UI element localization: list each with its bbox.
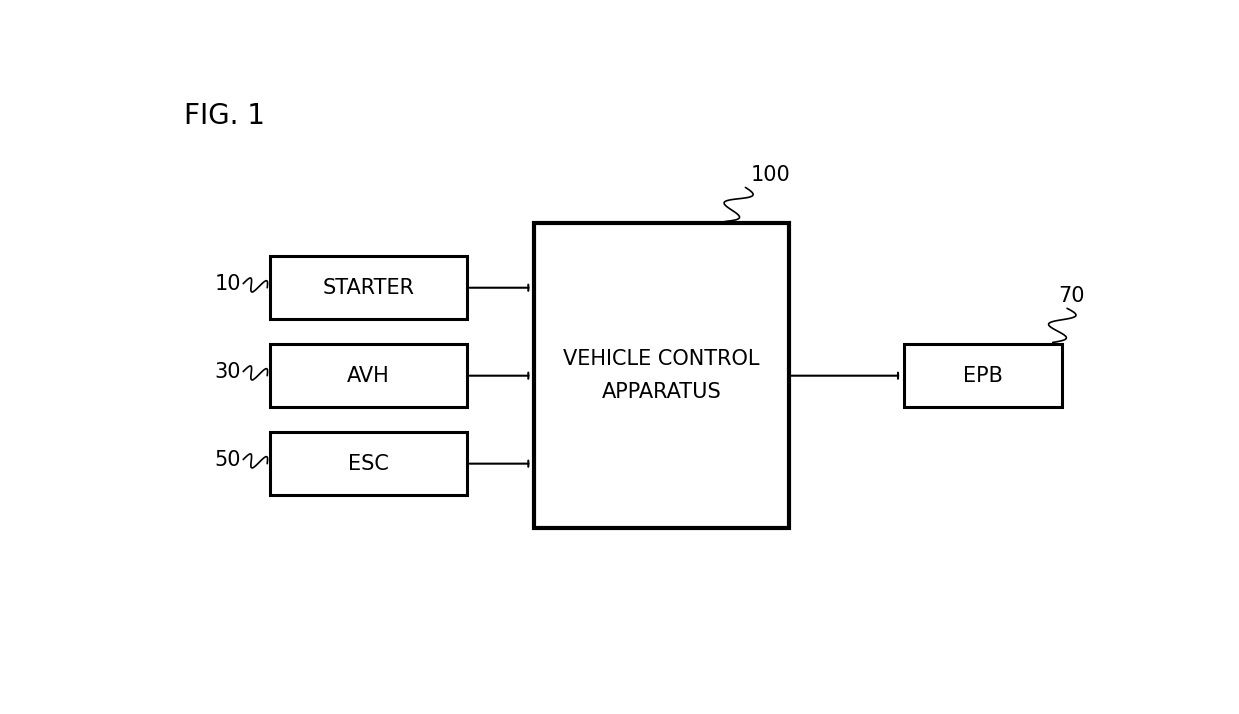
Bar: [270, 344, 467, 407]
Text: 50: 50: [214, 450, 240, 470]
Bar: [904, 344, 1062, 407]
Bar: [270, 256, 467, 319]
Bar: [534, 223, 789, 528]
Text: 10: 10: [214, 273, 240, 293]
Text: 70: 70: [1058, 286, 1084, 306]
Text: VEHICLE CONTROL
APPARATUS: VEHICLE CONTROL APPARATUS: [564, 349, 760, 402]
Bar: [270, 432, 467, 496]
Text: STARTER: STARTER: [322, 278, 415, 298]
Text: FIG. 1: FIG. 1: [183, 102, 265, 130]
Text: ESC: ESC: [348, 453, 389, 473]
Text: 100: 100: [751, 165, 790, 185]
Text: 30: 30: [214, 361, 240, 381]
Text: AVH: AVH: [347, 366, 390, 386]
Text: EPB: EPB: [963, 366, 1004, 386]
